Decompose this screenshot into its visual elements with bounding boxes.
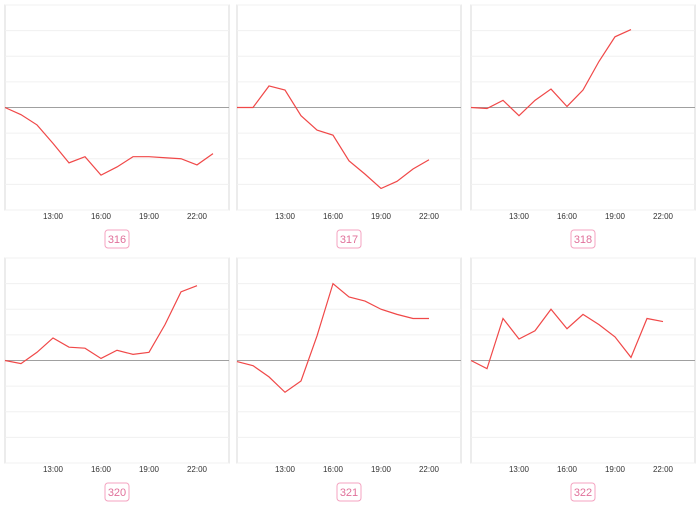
line [4,106,214,176]
x-tick-label: 19:00 [605,212,626,221]
title-box [104,482,130,502]
x-tick-label: 16:00 [557,212,578,221]
title-box [570,229,596,249]
x-tick-label: 13:00 [275,212,296,221]
x-tick-label: 19:00 [371,465,392,474]
chart-title: 320 [108,487,126,499]
x-tick-label: 16:00 [91,212,112,221]
x-tick-label: 22:00 [419,465,440,474]
x-tick-label: 13:00 [509,465,530,474]
line [237,85,430,190]
line [470,308,664,370]
x-tick-label: 22:00 [187,465,208,474]
x-tick-label: 22:00 [419,212,440,221]
line [236,282,429,394]
x-tick-label: 13:00 [509,212,530,221]
x-tick-label: 16:00 [557,465,578,474]
title-box [336,482,362,502]
chart-title: 316 [108,234,126,246]
x-tick-label: 16:00 [323,212,344,221]
x-tick-label: 19:00 [371,212,392,221]
chart-title: 322 [574,487,592,499]
x-tick-label: 19:00 [139,212,160,221]
chart-title: 318 [574,234,592,246]
chart-title: 317 [340,234,358,246]
title-box [336,229,362,249]
line [4,285,198,365]
title-box [570,482,596,502]
x-tick-label: 22:00 [187,212,208,221]
x-tick-label: 16:00 [323,465,344,474]
title-box [104,229,130,249]
x-tick-label: 13:00 [43,212,64,221]
x-tick-label: 22:00 [653,465,674,474]
line [470,29,632,117]
x-tick-label: 19:00 [605,465,626,474]
x-tick-label: 13:00 [275,465,296,474]
x-tick-label: 13:00 [43,465,64,474]
x-tick-label: 19:00 [139,465,160,474]
x-tick-label: 22:00 [653,212,674,221]
x-tick-label: 16:00 [91,465,112,474]
chart-title: 321 [340,487,358,499]
